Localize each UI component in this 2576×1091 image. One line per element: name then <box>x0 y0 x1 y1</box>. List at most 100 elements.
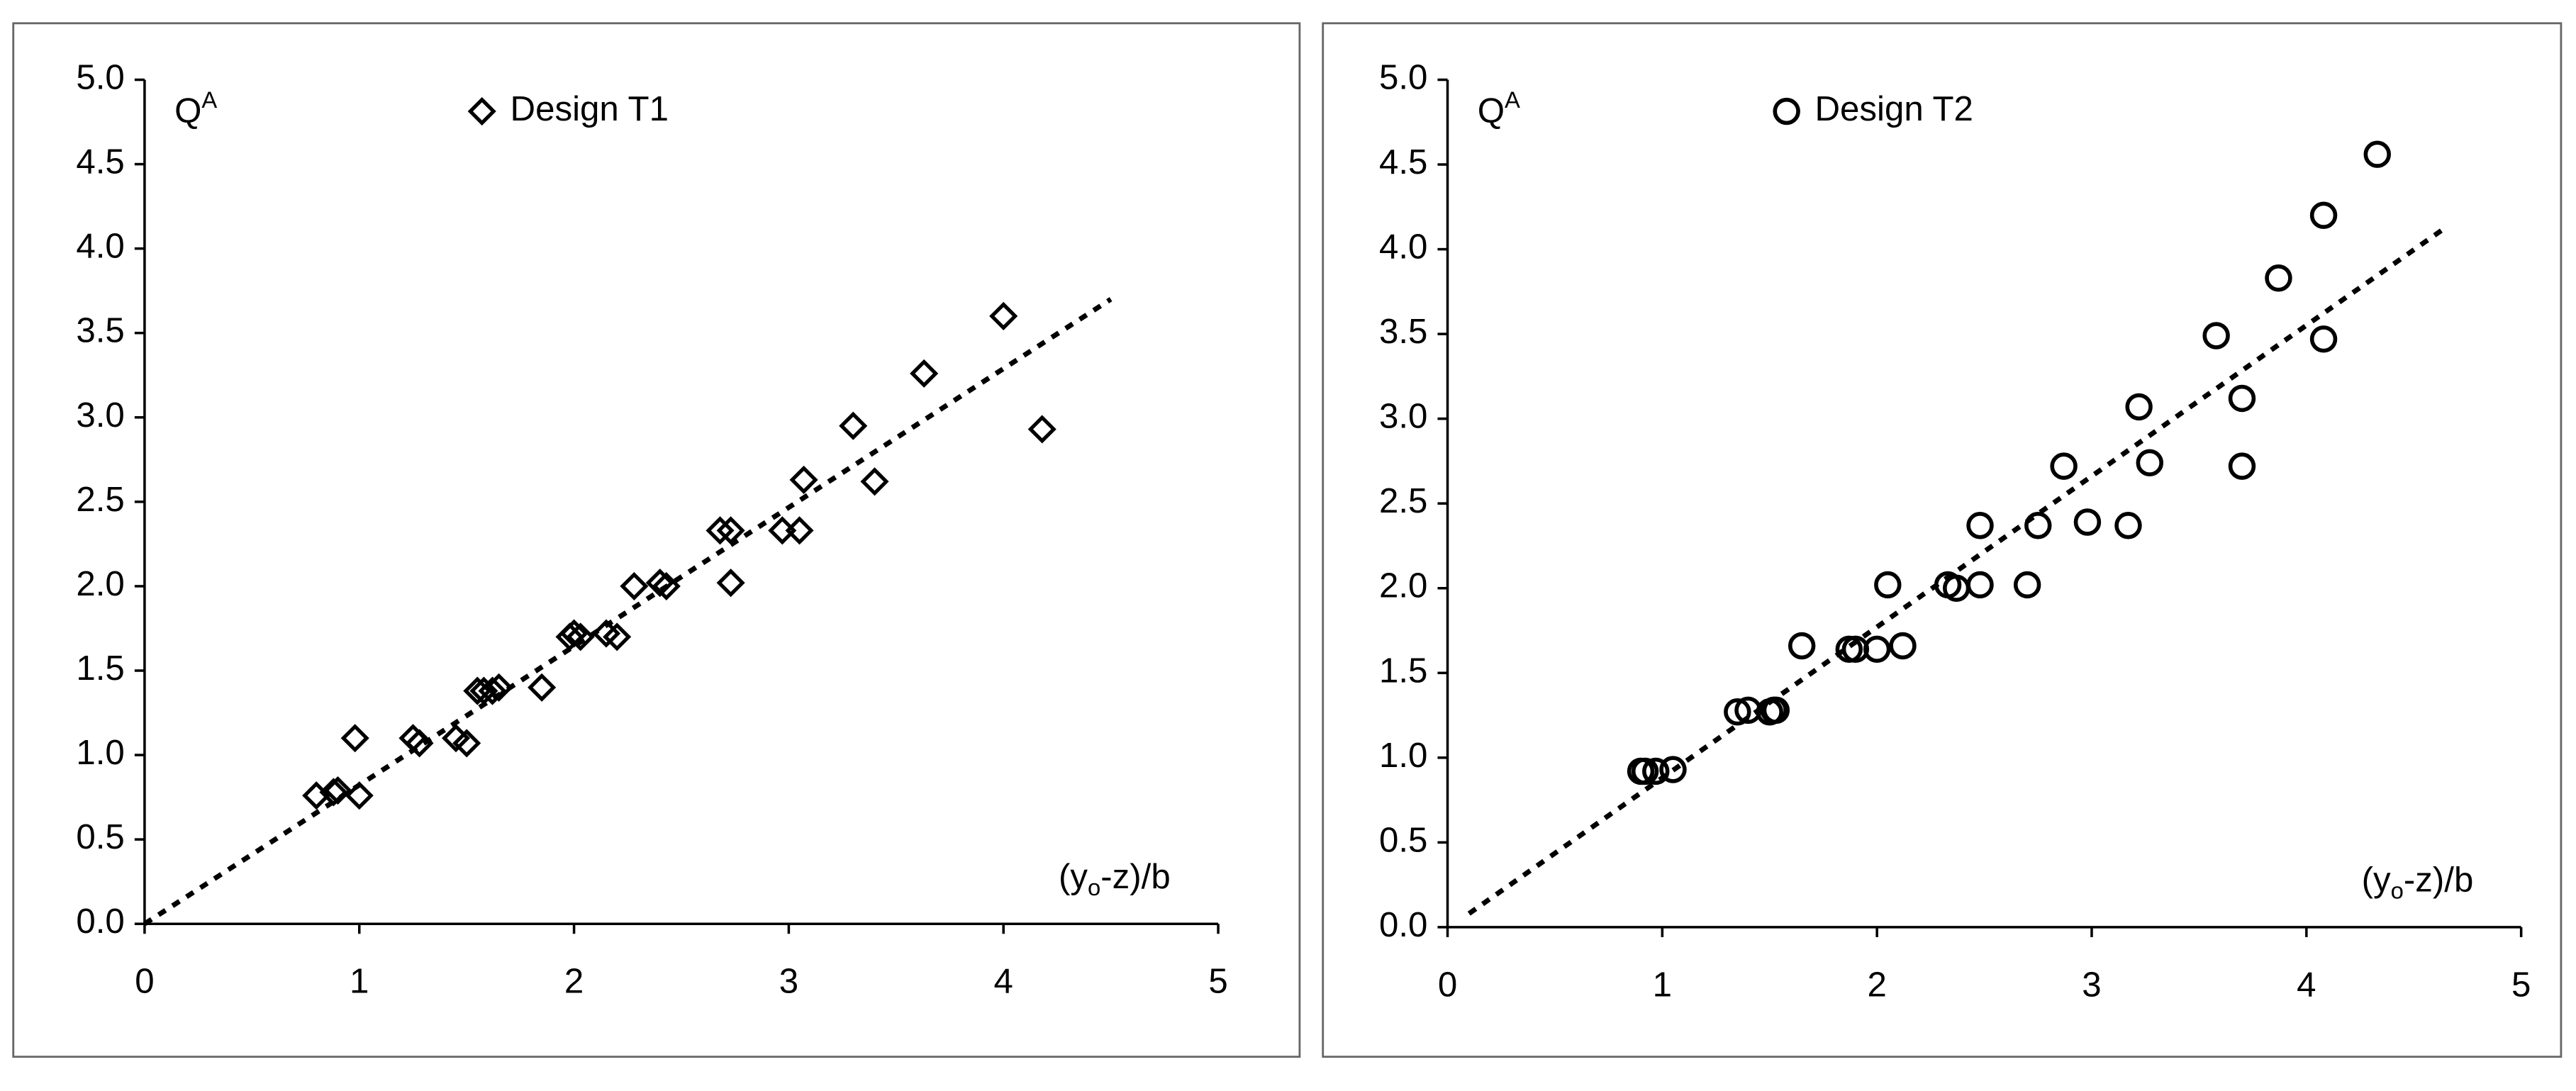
point <box>469 676 498 705</box>
x-tick-label: 2 <box>1867 965 1886 1004</box>
y-tick-label: 5.0 <box>76 58 124 97</box>
x-axis-label-post: -z)/b <box>1100 857 1170 896</box>
x-tick-label: 0 <box>135 962 154 1001</box>
point <box>2136 449 2163 477</box>
point <box>789 465 818 494</box>
point <box>319 778 348 807</box>
point <box>452 729 481 758</box>
legend-marker <box>467 96 496 126</box>
point <box>405 729 434 758</box>
trendline <box>1467 225 2448 916</box>
y-axis-label-main: Q <box>174 91 201 130</box>
point <box>2202 322 2230 349</box>
y-tick-label: 3.0 <box>1379 397 1427 436</box>
point <box>1631 757 1659 785</box>
point <box>2228 452 2256 480</box>
point <box>2013 571 2041 599</box>
y-tick-label: 2.5 <box>76 480 124 519</box>
y-tick-label: 4.0 <box>1379 228 1427 267</box>
panel-border <box>1322 22 2563 1058</box>
point <box>910 359 939 388</box>
y-tick-label: 0.0 <box>76 902 124 941</box>
y-tick-label: 2.0 <box>76 564 124 603</box>
point <box>2363 140 2391 168</box>
point <box>2265 264 2292 292</box>
trendline <box>143 297 1113 927</box>
x-tick-label: 0 <box>1438 965 1457 1004</box>
point <box>323 776 352 805</box>
x-tick-label: 3 <box>779 962 798 1001</box>
point <box>860 467 889 496</box>
y-tick-label: 3.5 <box>1379 312 1427 351</box>
y-tick-label: 2.5 <box>1379 481 1427 520</box>
x-tick-label: 2 <box>564 962 584 1001</box>
x-tick-label: 4 <box>2297 965 2316 1004</box>
point <box>2114 512 2142 539</box>
x-axis-label-sub: o <box>2391 877 2404 903</box>
y-axis-label: QA <box>1478 86 1520 130</box>
point <box>2309 201 2338 229</box>
point <box>2073 508 2102 536</box>
point <box>1874 571 1902 599</box>
point <box>1762 696 1790 724</box>
point <box>340 724 369 753</box>
point <box>652 571 681 600</box>
y-tick-label: 1.5 <box>1379 651 1427 690</box>
panel: 0.0 0.5 1.0 1.5 2.0 2.5 3.0 3.5 4.0 4.5 5.0 0 1 2 3 4 5 Q… <box>1322 22 2563 1058</box>
legend-label: Design T1 <box>511 89 669 128</box>
y-axis-label-sup: A <box>1505 86 1520 113</box>
y-tick-label: 4.0 <box>76 227 124 266</box>
x-tick-label: 1 <box>1653 965 1672 1004</box>
point <box>716 569 745 598</box>
y-tick-label: 1.5 <box>76 649 124 688</box>
panel: 0.0 0.5 1.0 1.5 2.0 2.5 3.0 3.5 4.0 4.5 5.0 0 1 2 3 4 5 Q… <box>12 22 1301 1058</box>
x-tick-label: 5 <box>2511 965 2531 1004</box>
point <box>1966 571 1994 599</box>
point <box>839 411 868 440</box>
y-tick-label: 4.5 <box>76 142 124 181</box>
x-axis-label-pre: (y <box>2362 861 2391 900</box>
y-axis-label-sup: A <box>201 86 217 113</box>
point <box>2309 325 2338 353</box>
y-tick-label: 0.5 <box>76 817 124 856</box>
legend: Design T2 <box>1773 89 1973 128</box>
point <box>478 676 507 705</box>
point <box>706 516 735 545</box>
point <box>2125 393 2153 421</box>
point <box>1659 756 1687 783</box>
point <box>1027 415 1056 444</box>
point <box>645 569 674 598</box>
x-tick-label: 3 <box>2082 965 2101 1004</box>
x-tick-label: 4 <box>994 962 1013 1001</box>
point <box>2050 452 2078 480</box>
point <box>603 622 632 651</box>
y-tick-label: 1.0 <box>76 733 124 772</box>
legend-label: Design T2 <box>1815 89 1973 128</box>
y-tick-label: 2.0 <box>1379 566 1427 605</box>
point <box>768 516 797 545</box>
point <box>716 516 745 545</box>
point <box>1863 635 1891 664</box>
x-tick-label: 1 <box>350 962 369 1001</box>
point <box>528 673 557 702</box>
x-axis-label-post: -z)/b <box>2404 861 2473 900</box>
y-tick-label: 3.0 <box>76 396 124 435</box>
x-axis-label-sub: o <box>1088 874 1100 900</box>
x-axis-label: (yo-z)/b <box>1059 857 1171 900</box>
x-axis-label-pre: (y <box>1059 857 1088 896</box>
y-tick-label: 5.0 <box>1379 58 1427 97</box>
y-tick-label: 4.5 <box>1379 142 1427 181</box>
point <box>1724 698 1751 726</box>
x-tick-label: 5 <box>1208 962 1227 1001</box>
point <box>1889 632 1917 660</box>
point <box>2228 384 2256 413</box>
legend: Design T1 <box>467 89 669 128</box>
point <box>1966 512 1994 539</box>
y-tick-label: 0.5 <box>1379 820 1427 859</box>
point <box>785 516 814 545</box>
point <box>484 673 513 702</box>
legend-marker <box>1773 97 1800 125</box>
y-tick-label: 1.0 <box>1379 736 1427 775</box>
